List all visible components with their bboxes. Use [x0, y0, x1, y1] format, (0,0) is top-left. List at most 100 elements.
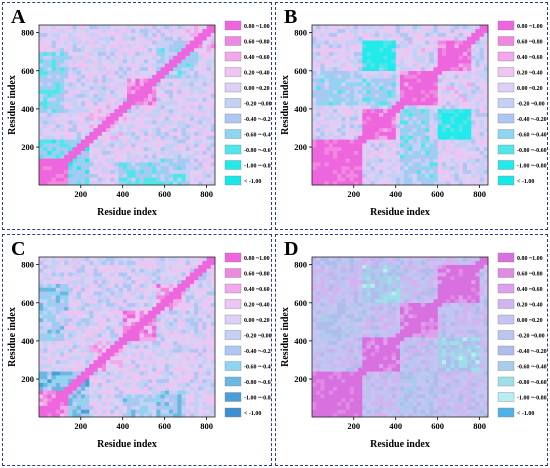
heatmap-cell [374, 135, 380, 140]
heatmap-cell [68, 390, 73, 395]
heatmap-cell [446, 36, 451, 41]
heatmap-cell [39, 325, 44, 330]
heatmap-cell [80, 352, 86, 357]
heatmap-cell [366, 28, 371, 33]
heatmap-cell [181, 382, 186, 387]
heatmap-cell [316, 173, 321, 178]
heatmap-cell [462, 32, 468, 37]
heatmap-cell [429, 89, 434, 94]
heatmap-cell [127, 28, 132, 33]
heatmap-cell [156, 28, 161, 33]
heatmap-cell [68, 74, 73, 79]
heatmap-cell [59, 291, 65, 296]
heatmap-cell [341, 63, 346, 68]
heatmap-cell [139, 314, 145, 319]
heatmap-cell [416, 112, 422, 117]
heatmap-cell [118, 70, 124, 75]
heatmap-cell [122, 317, 128, 323]
heatmap-cell [316, 143, 321, 148]
heatmap-cell [198, 378, 203, 384]
heatmap-cell [80, 413, 86, 418]
heatmap-cell [122, 173, 128, 178]
heatmap-cell [168, 93, 174, 98]
heatmap-cell [47, 82, 52, 87]
heatmap-cell [181, 93, 186, 98]
heatmap-cell [147, 340, 153, 345]
heatmap-cell [39, 378, 44, 384]
heatmap-cell [135, 139, 140, 144]
heatmap-cell [122, 169, 128, 174]
heatmap-cell [462, 146, 468, 152]
heatmap-cell [89, 36, 94, 41]
heatmap-cell [152, 394, 157, 399]
heatmap-cell [358, 154, 363, 159]
heatmap-cell [425, 47, 430, 52]
heatmap-cell [127, 363, 132, 368]
heatmap-cell [51, 116, 57, 121]
heatmap-cell [39, 139, 44, 144]
heatmap-cell [64, 394, 69, 399]
heatmap-cell [395, 139, 401, 144]
heatmap-cell [97, 131, 103, 136]
heatmap-cell [408, 177, 413, 182]
heatmap-cell [206, 367, 212, 372]
heatmap-cell [47, 112, 52, 117]
heatmap-cell [160, 146, 166, 152]
heatmap-cell [454, 158, 459, 163]
heatmap-cell [76, 333, 82, 338]
heatmap-cell [353, 112, 359, 117]
heatmap-cell [366, 154, 371, 159]
heatmap-cell [383, 165, 388, 171]
heatmap-cell [210, 321, 216, 326]
heatmap-cell [156, 59, 161, 64]
heatmap-cell [441, 47, 447, 52]
heatmap-cell [446, 112, 451, 117]
heatmap-cell [143, 63, 149, 68]
heatmap-cell [194, 295, 199, 300]
heatmap-cell [39, 127, 44, 132]
heatmap-cell [93, 28, 98, 33]
heatmap-cell [152, 135, 157, 140]
heatmap-cell [416, 89, 422, 94]
heatmap-cell [349, 36, 355, 41]
heatmap-cell [400, 146, 405, 152]
heatmap-cell [471, 135, 476, 140]
heatmap-cell [467, 97, 472, 102]
heatmap-cell [185, 363, 191, 368]
legend-label: 0.00 ~0.20 [517, 86, 543, 92]
heatmap-cell [164, 165, 170, 171]
heatmap-cell [341, 177, 346, 182]
heatmap-cell [362, 131, 367, 136]
heatmap-cell [404, 165, 409, 171]
heatmap-cell [55, 143, 61, 148]
heatmap-cell [483, 59, 489, 64]
heatmap-cell [143, 344, 149, 349]
heatmap-cell [206, 36, 212, 41]
heatmap-cell [412, 154, 418, 159]
heatmap-cell [173, 51, 178, 56]
heatmap-cell [332, 146, 338, 152]
heatmap-cell [168, 413, 174, 418]
heatmap-cell [72, 89, 78, 94]
heatmap-cell [471, 143, 476, 148]
heatmap-cell [408, 51, 413, 56]
heatmap-cell [312, 108, 317, 113]
heatmap-cell [39, 70, 44, 75]
heatmap-cell [118, 329, 124, 334]
heatmap-cell [131, 344, 136, 349]
heatmap-cell [374, 173, 380, 178]
heatmap-cell [420, 135, 426, 140]
heatmap-cell [189, 44, 195, 49]
heatmap-cell [72, 44, 78, 49]
heatmap-cell [202, 120, 207, 125]
heatmap-cell [55, 386, 61, 391]
heatmap-cell [210, 44, 216, 49]
heatmap-cell [164, 409, 170, 414]
heatmap-cell [400, 154, 405, 159]
heatmap-cell [429, 78, 434, 83]
heatmap-cell [202, 181, 207, 186]
heatmap-cell [198, 28, 203, 33]
heatmap-cell [118, 348, 124, 353]
heatmap-cell [177, 28, 182, 33]
heatmap-cell [425, 112, 430, 117]
